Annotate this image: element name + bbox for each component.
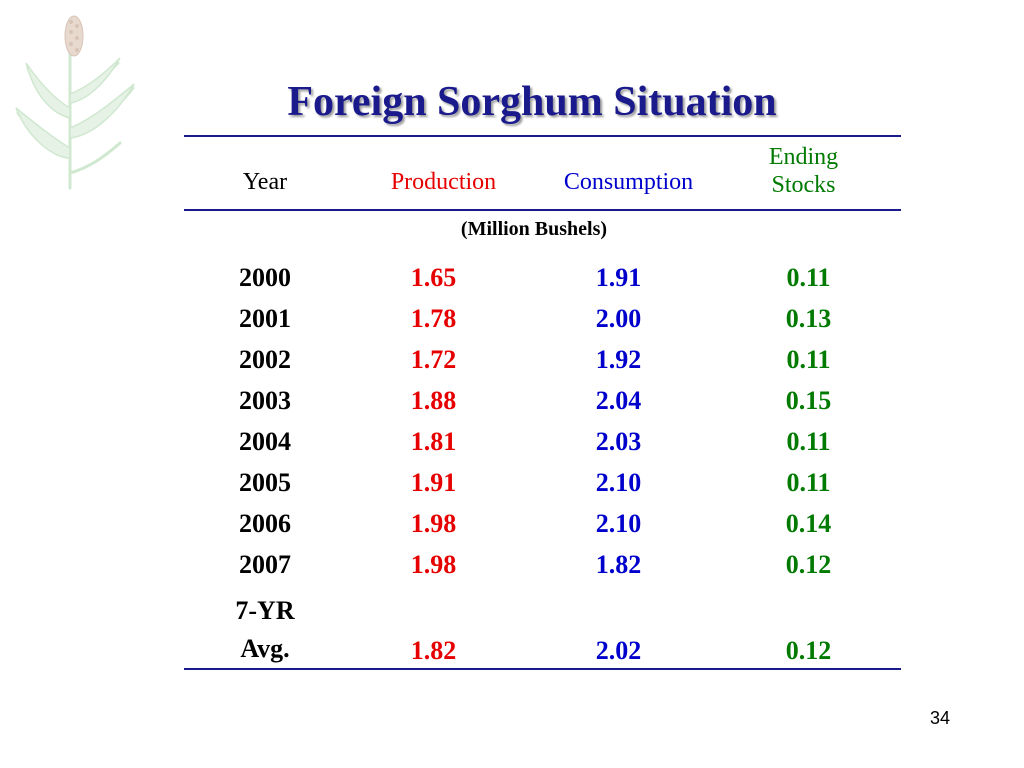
table-row: 2001 1.78 2.00 0.13: [184, 298, 901, 339]
table-row: 2005 1.91 2.10 0.11: [184, 462, 901, 503]
page-title: Foreign Sorghum Situation: [287, 79, 777, 125]
table-row: 2004 1.81 2.03 0.11: [184, 421, 901, 462]
header-bottom-rule: [184, 209, 901, 211]
cell-consumption: 2.10: [595, 509, 642, 538]
cell-production: 1.72: [410, 345, 457, 374]
cell-ending-stocks: 0.11: [786, 263, 831, 292]
cell-ending-stocks: 0.15: [785, 386, 832, 415]
cell-consumption: 1.91: [595, 263, 642, 292]
cell-production: 1.88: [410, 386, 457, 415]
average-ending-stocks: 0.12: [785, 636, 832, 665]
sorghum-data-table: 2000 1.65 1.91 0.11 2001 1.78 2.00 0.13 2002 1.72…: [184, 257, 901, 670]
table-row: 2002 1.72 1.92 0.11: [184, 339, 901, 380]
cell-production: 1.78: [410, 304, 457, 333]
cell-year: 2000: [239, 263, 291, 292]
cell-production: 1.91: [410, 468, 457, 497]
column-header-ending-stocks-line2: Stocks: [771, 172, 836, 198]
cell-ending-stocks: 0.11: [786, 468, 831, 497]
cell-year: 2002: [239, 345, 291, 374]
table-row: 2003 1.88 2.04 0.15: [184, 380, 901, 421]
cell-year: 2003: [239, 386, 291, 415]
cell-year: 2004: [239, 427, 291, 456]
header-top-rule: [184, 135, 901, 137]
cell-production: 1.81: [410, 427, 457, 456]
cell-year: 2001: [239, 304, 291, 333]
column-header-consumption: Consumption: [563, 169, 694, 195]
average-row: 1.82 2.02 0.12: [184, 585, 901, 670]
cell-year: 2005: [239, 468, 291, 497]
table-row: 2006 1.98 2.10 0.14: [184, 503, 901, 544]
average-label-line1: 7-YR: [235, 596, 295, 625]
average-production: 1.82: [410, 636, 457, 665]
column-header-ending-stocks: Ending Stocks: [716, 143, 891, 199]
cell-consumption: 1.82: [595, 550, 642, 579]
column-header-production: Production: [390, 169, 497, 195]
cell-production: 1.65: [410, 263, 457, 292]
cell-year: 2007: [239, 550, 291, 579]
cell-ending-stocks: 0.11: [786, 427, 831, 456]
table-row: 2007 1.98 1.82 0.12: [184, 544, 901, 585]
average-row-label: 7-YR Avg.: [184, 592, 346, 668]
table-bottom-rule: [184, 668, 901, 670]
cell-ending-stocks: 0.11: [786, 345, 831, 374]
column-header-year: Year: [242, 169, 288, 195]
cell-ending-stocks: 0.12: [785, 550, 832, 579]
cell-consumption: 2.10: [595, 468, 642, 497]
table-row: 2000 1.65 1.91 0.11: [184, 257, 901, 298]
cell-year: 2006: [239, 509, 291, 538]
units-label: (Million Bushels): [460, 218, 608, 240]
cell-consumption: 2.00: [595, 304, 642, 333]
cell-ending-stocks: 0.13: [785, 304, 832, 333]
cell-production: 1.98: [410, 550, 457, 579]
cell-consumption: 2.04: [595, 386, 642, 415]
page-number: 34: [930, 708, 951, 728]
average-consumption: 2.02: [595, 636, 642, 665]
cell-production: 1.98: [410, 509, 457, 538]
column-header-ending-stocks-line1: Ending: [768, 144, 839, 170]
cell-consumption: 2.03: [595, 427, 642, 456]
cell-consumption: 1.92: [595, 345, 642, 374]
cell-ending-stocks: 0.14: [785, 509, 832, 538]
average-label-line2: Avg.: [240, 634, 290, 663]
sorghum-plant-icon: [15, 15, 135, 190]
